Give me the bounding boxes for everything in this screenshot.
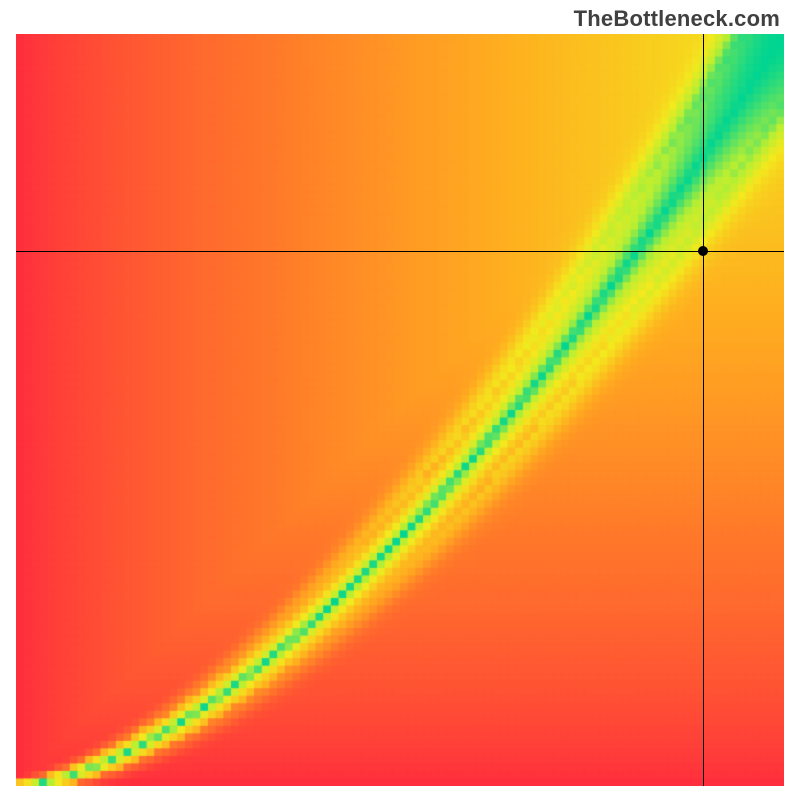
crosshair-vertical xyxy=(703,34,704,786)
heatmap-plot xyxy=(16,34,784,786)
watermark-text: TheBottleneck.com xyxy=(574,6,780,32)
crosshair-horizontal xyxy=(16,251,784,252)
chart-container: TheBottleneck.com xyxy=(0,0,800,800)
heatmap-canvas xyxy=(16,34,784,786)
crosshair-marker xyxy=(698,246,708,256)
